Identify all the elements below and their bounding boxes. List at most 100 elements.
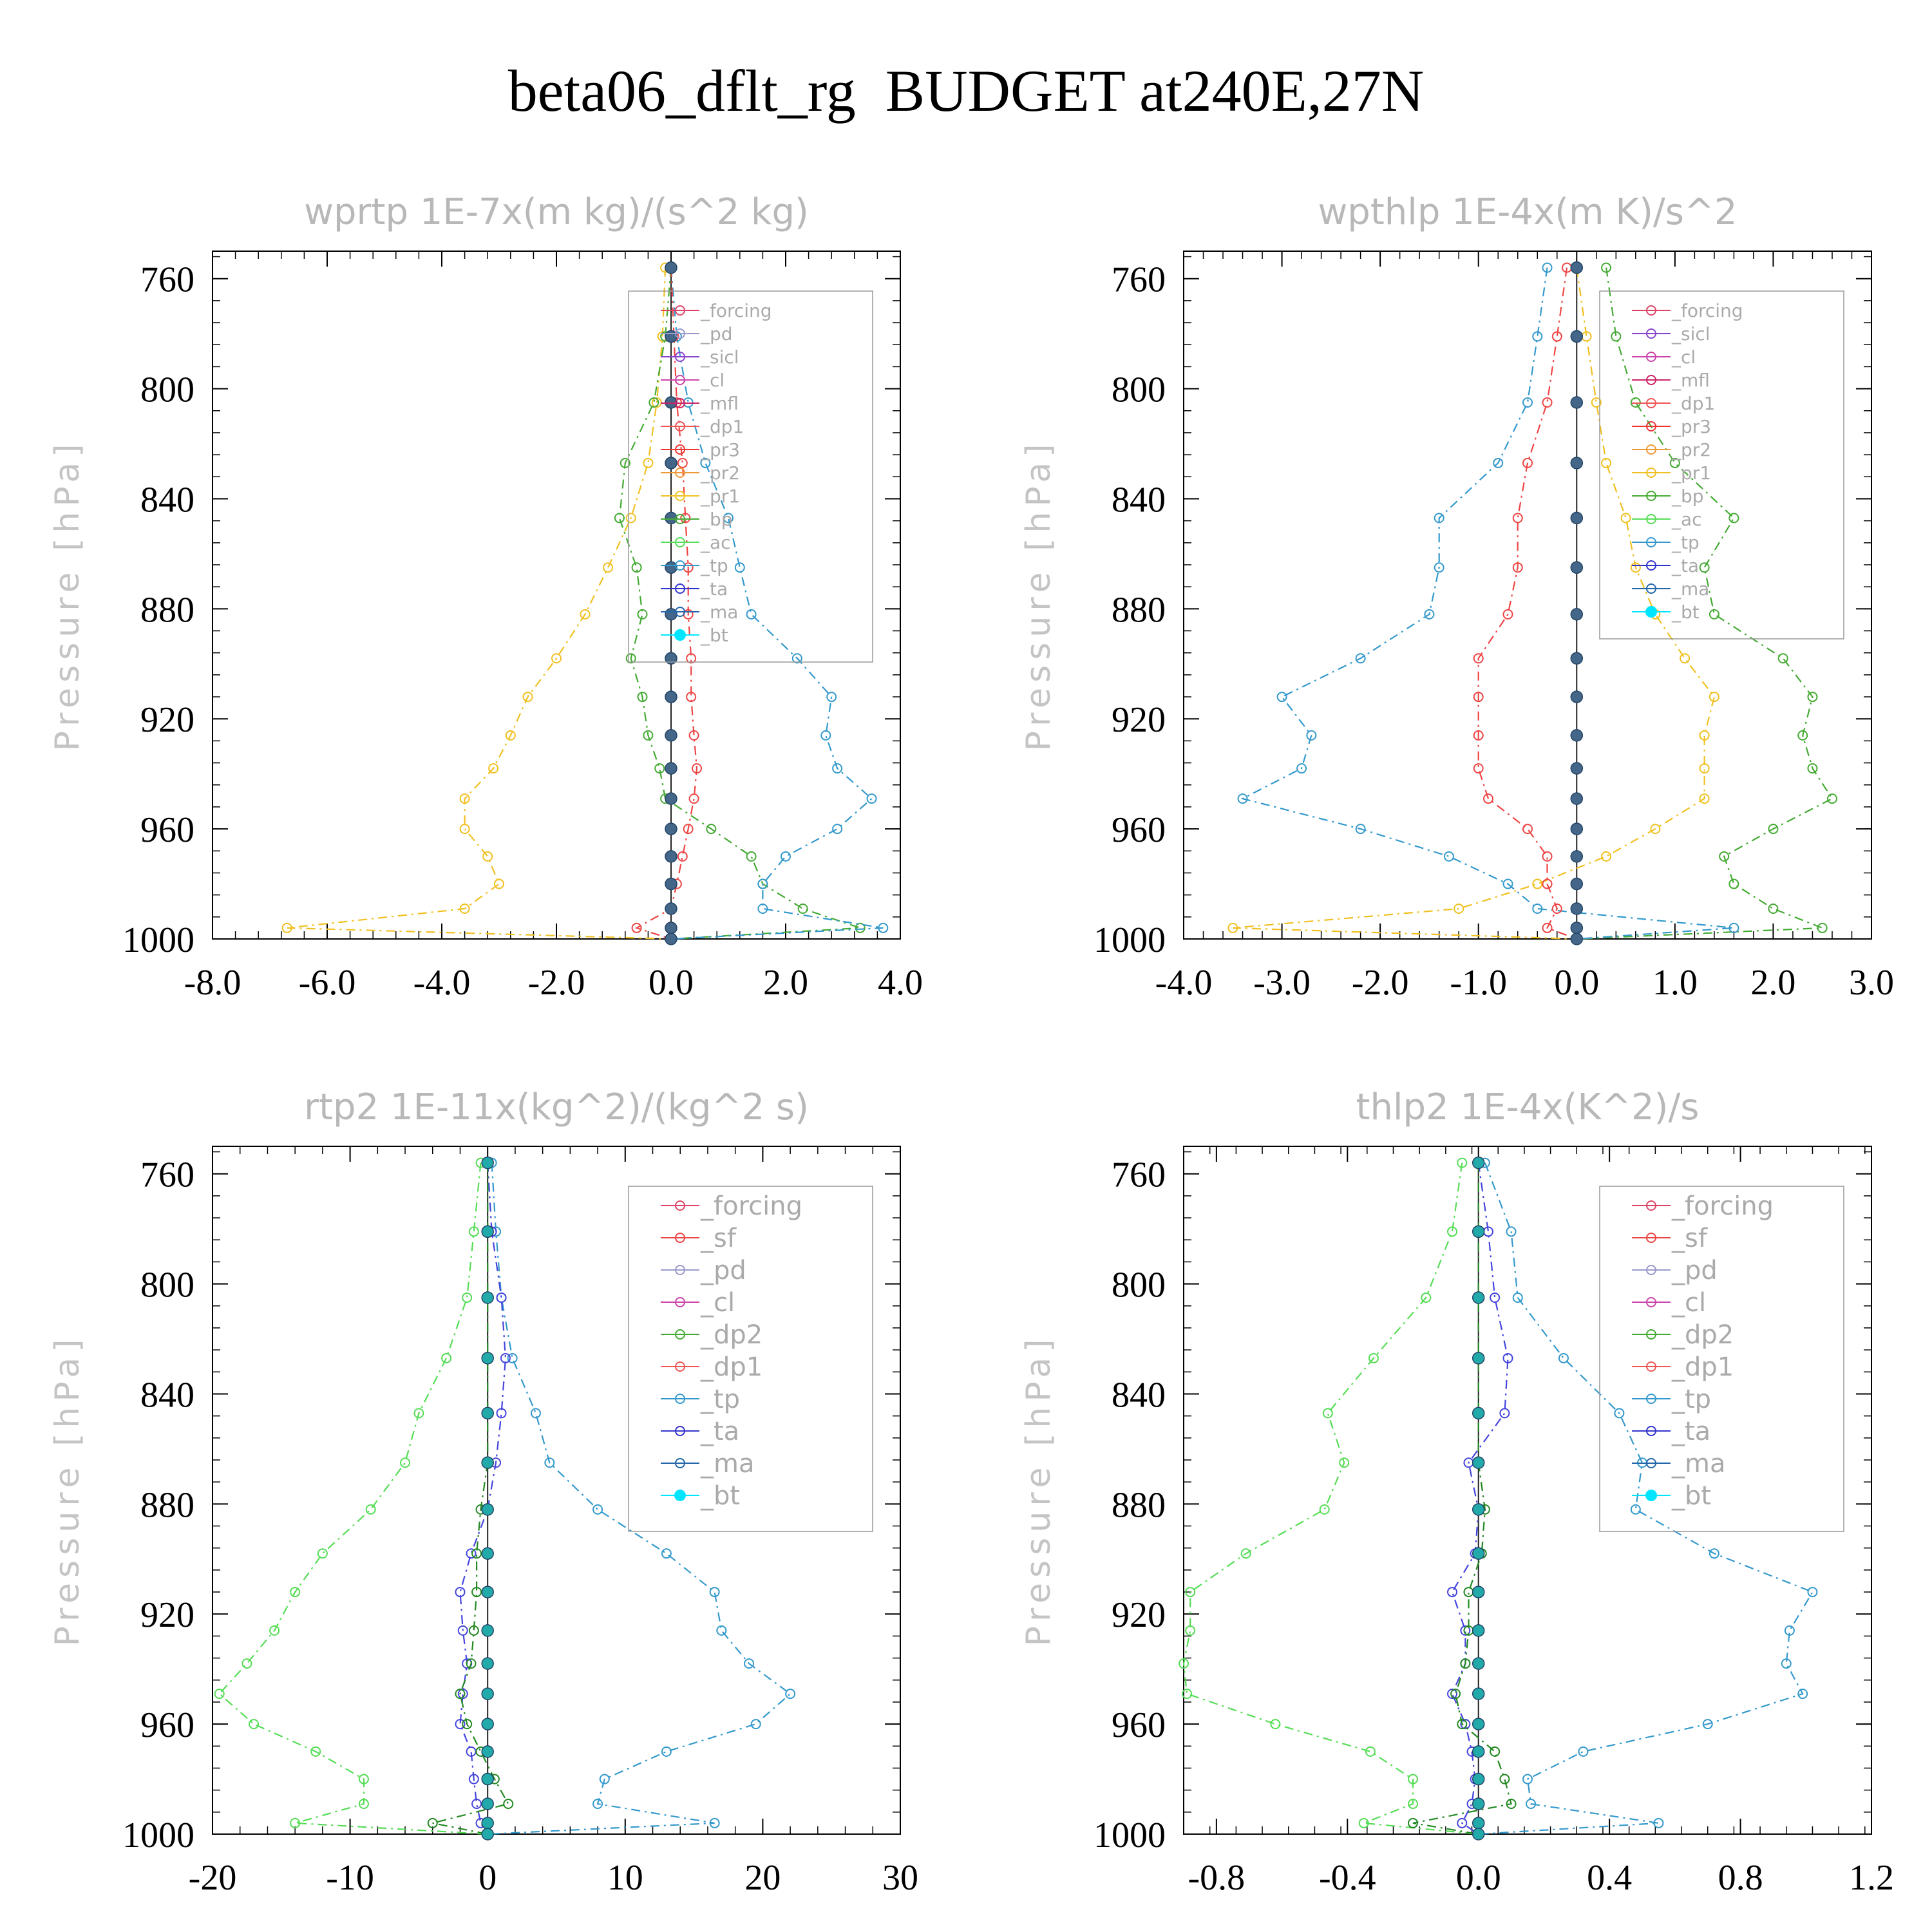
series-point-bp xyxy=(1699,562,1710,573)
series-point-bt xyxy=(1570,729,1584,742)
series-point-dp2 xyxy=(1408,1817,1418,1828)
series-point-bt xyxy=(665,561,677,574)
x-tick-label: 1.2 xyxy=(1849,1858,1894,1898)
series-point-tp xyxy=(1578,1746,1589,1757)
series-point-tp xyxy=(791,653,802,664)
series-point-bt xyxy=(481,1745,494,1758)
series-point-tp xyxy=(1797,1689,1808,1700)
x-tick-label: 0 xyxy=(478,1858,497,1898)
series-point-bt xyxy=(1472,1291,1485,1304)
x-tick-label: 2.0 xyxy=(1750,963,1795,1003)
series-point-bt xyxy=(665,608,677,621)
legend-entry: _ta xyxy=(1671,555,1699,576)
series-point-bt xyxy=(481,1547,494,1560)
series-point-bp xyxy=(1807,763,1818,774)
series-point-bt xyxy=(665,902,677,915)
series-point-dp2 xyxy=(471,1548,482,1559)
series-point-ta xyxy=(1447,1587,1458,1598)
plot-frame xyxy=(212,1146,901,1835)
series-point-dp1 xyxy=(1365,1746,1376,1757)
x-tick-label: 0.8 xyxy=(1718,1858,1763,1898)
series-point-pr1 xyxy=(580,609,591,620)
series-point-bt xyxy=(481,1503,494,1516)
series-point-pr1 xyxy=(459,904,470,914)
y-tick-label: 920 xyxy=(1112,1595,1166,1635)
series-point-dp1 xyxy=(1408,1774,1418,1785)
series-point-tp xyxy=(1532,331,1543,342)
series-point-bp xyxy=(1611,331,1622,342)
series-point-bp xyxy=(1709,609,1719,620)
legend-entry: _forcing xyxy=(700,300,772,321)
legend-entry: _bp xyxy=(700,509,733,530)
series-point-dp1 xyxy=(290,1587,301,1598)
series-point-dp1 xyxy=(1319,1504,1330,1515)
series-point-bp xyxy=(1728,513,1739,524)
legend-box xyxy=(1599,1186,1844,1532)
series-line-ta xyxy=(459,1162,507,1835)
legend-marker xyxy=(675,491,685,501)
x-tick-label: 2.0 xyxy=(763,963,808,1003)
series-point-bt xyxy=(665,690,677,703)
legend-entry: _pr3 xyxy=(1671,416,1711,437)
legend-marker xyxy=(675,1297,685,1307)
legend-marker xyxy=(1646,1458,1656,1468)
legend-marker xyxy=(675,468,685,478)
series-point-bt xyxy=(1570,261,1584,274)
series-point-bt xyxy=(665,652,677,665)
series-point-bt xyxy=(1570,457,1584,469)
x-tick-label: 30 xyxy=(882,1858,918,1898)
series-point-pr1 xyxy=(1601,457,1612,468)
series-point-tp xyxy=(866,793,877,804)
series-point-bt xyxy=(1570,922,1584,934)
legend-marker xyxy=(1646,1426,1656,1436)
series-point-bt xyxy=(1472,1797,1485,1810)
series-point-dp1 xyxy=(462,1292,473,1303)
series-point-dp2 xyxy=(462,1719,473,1730)
series-point-bp xyxy=(1768,904,1779,914)
series-point-bt xyxy=(1570,330,1584,343)
legend-entry: _cl xyxy=(700,1288,735,1318)
series-point-bp xyxy=(1728,878,1739,889)
y-tick-label: 880 xyxy=(1112,1485,1166,1525)
series-point-dp1 xyxy=(1270,1719,1281,1730)
legend-entry: _ac xyxy=(700,532,731,553)
series-point-bt xyxy=(1472,1772,1485,1786)
series-point-bt xyxy=(481,1828,494,1841)
series-point-pr1 xyxy=(1699,763,1710,774)
series-point-pr1 xyxy=(482,851,493,862)
series-point-bt xyxy=(665,922,677,934)
legend-marker xyxy=(1646,305,1656,316)
series-point-dp1 xyxy=(1322,1408,1333,1419)
series-point-dp1 xyxy=(1185,1587,1196,1598)
legend-marker xyxy=(674,629,686,641)
series-point-dp1 xyxy=(1339,1457,1350,1468)
y-tick-label: 760 xyxy=(1112,1155,1166,1195)
series-line-dp2 xyxy=(1412,1162,1512,1835)
legend-entry: _dp1 xyxy=(1671,393,1715,414)
series-point-tp xyxy=(1493,457,1504,468)
series-point-tp xyxy=(1434,513,1444,524)
series-point-bt xyxy=(481,1797,494,1810)
series-point-ta xyxy=(471,1799,482,1810)
series-point-dp1 xyxy=(1542,397,1553,408)
series-point-dp2 xyxy=(468,1625,479,1636)
series-point-bt xyxy=(1472,1352,1485,1365)
series-point-tp xyxy=(1506,1226,1517,1237)
y-axis-label: Pressure [hPa] xyxy=(48,1334,87,1647)
plot-frame xyxy=(1183,251,1872,940)
series-point-tp xyxy=(746,609,757,620)
series-point-bt xyxy=(1472,1745,1485,1758)
series-point-bp xyxy=(1601,262,1612,273)
y-tick-label: 760 xyxy=(140,1155,194,1195)
y-tick-label: 920 xyxy=(140,700,194,740)
series-point-tp xyxy=(1709,1548,1719,1559)
series-point-bp xyxy=(1817,922,1828,933)
legend-marker xyxy=(1646,1233,1656,1243)
series-point-tp xyxy=(1237,793,1248,804)
series-point-pr1 xyxy=(494,878,504,889)
legend-entry: _pr3 xyxy=(700,439,740,460)
x-tick-label: -4.0 xyxy=(413,963,471,1003)
legend-entry: _dp2 xyxy=(700,1320,762,1350)
series-point-dp1 xyxy=(310,1746,321,1757)
series-point-tp xyxy=(1807,1587,1818,1598)
